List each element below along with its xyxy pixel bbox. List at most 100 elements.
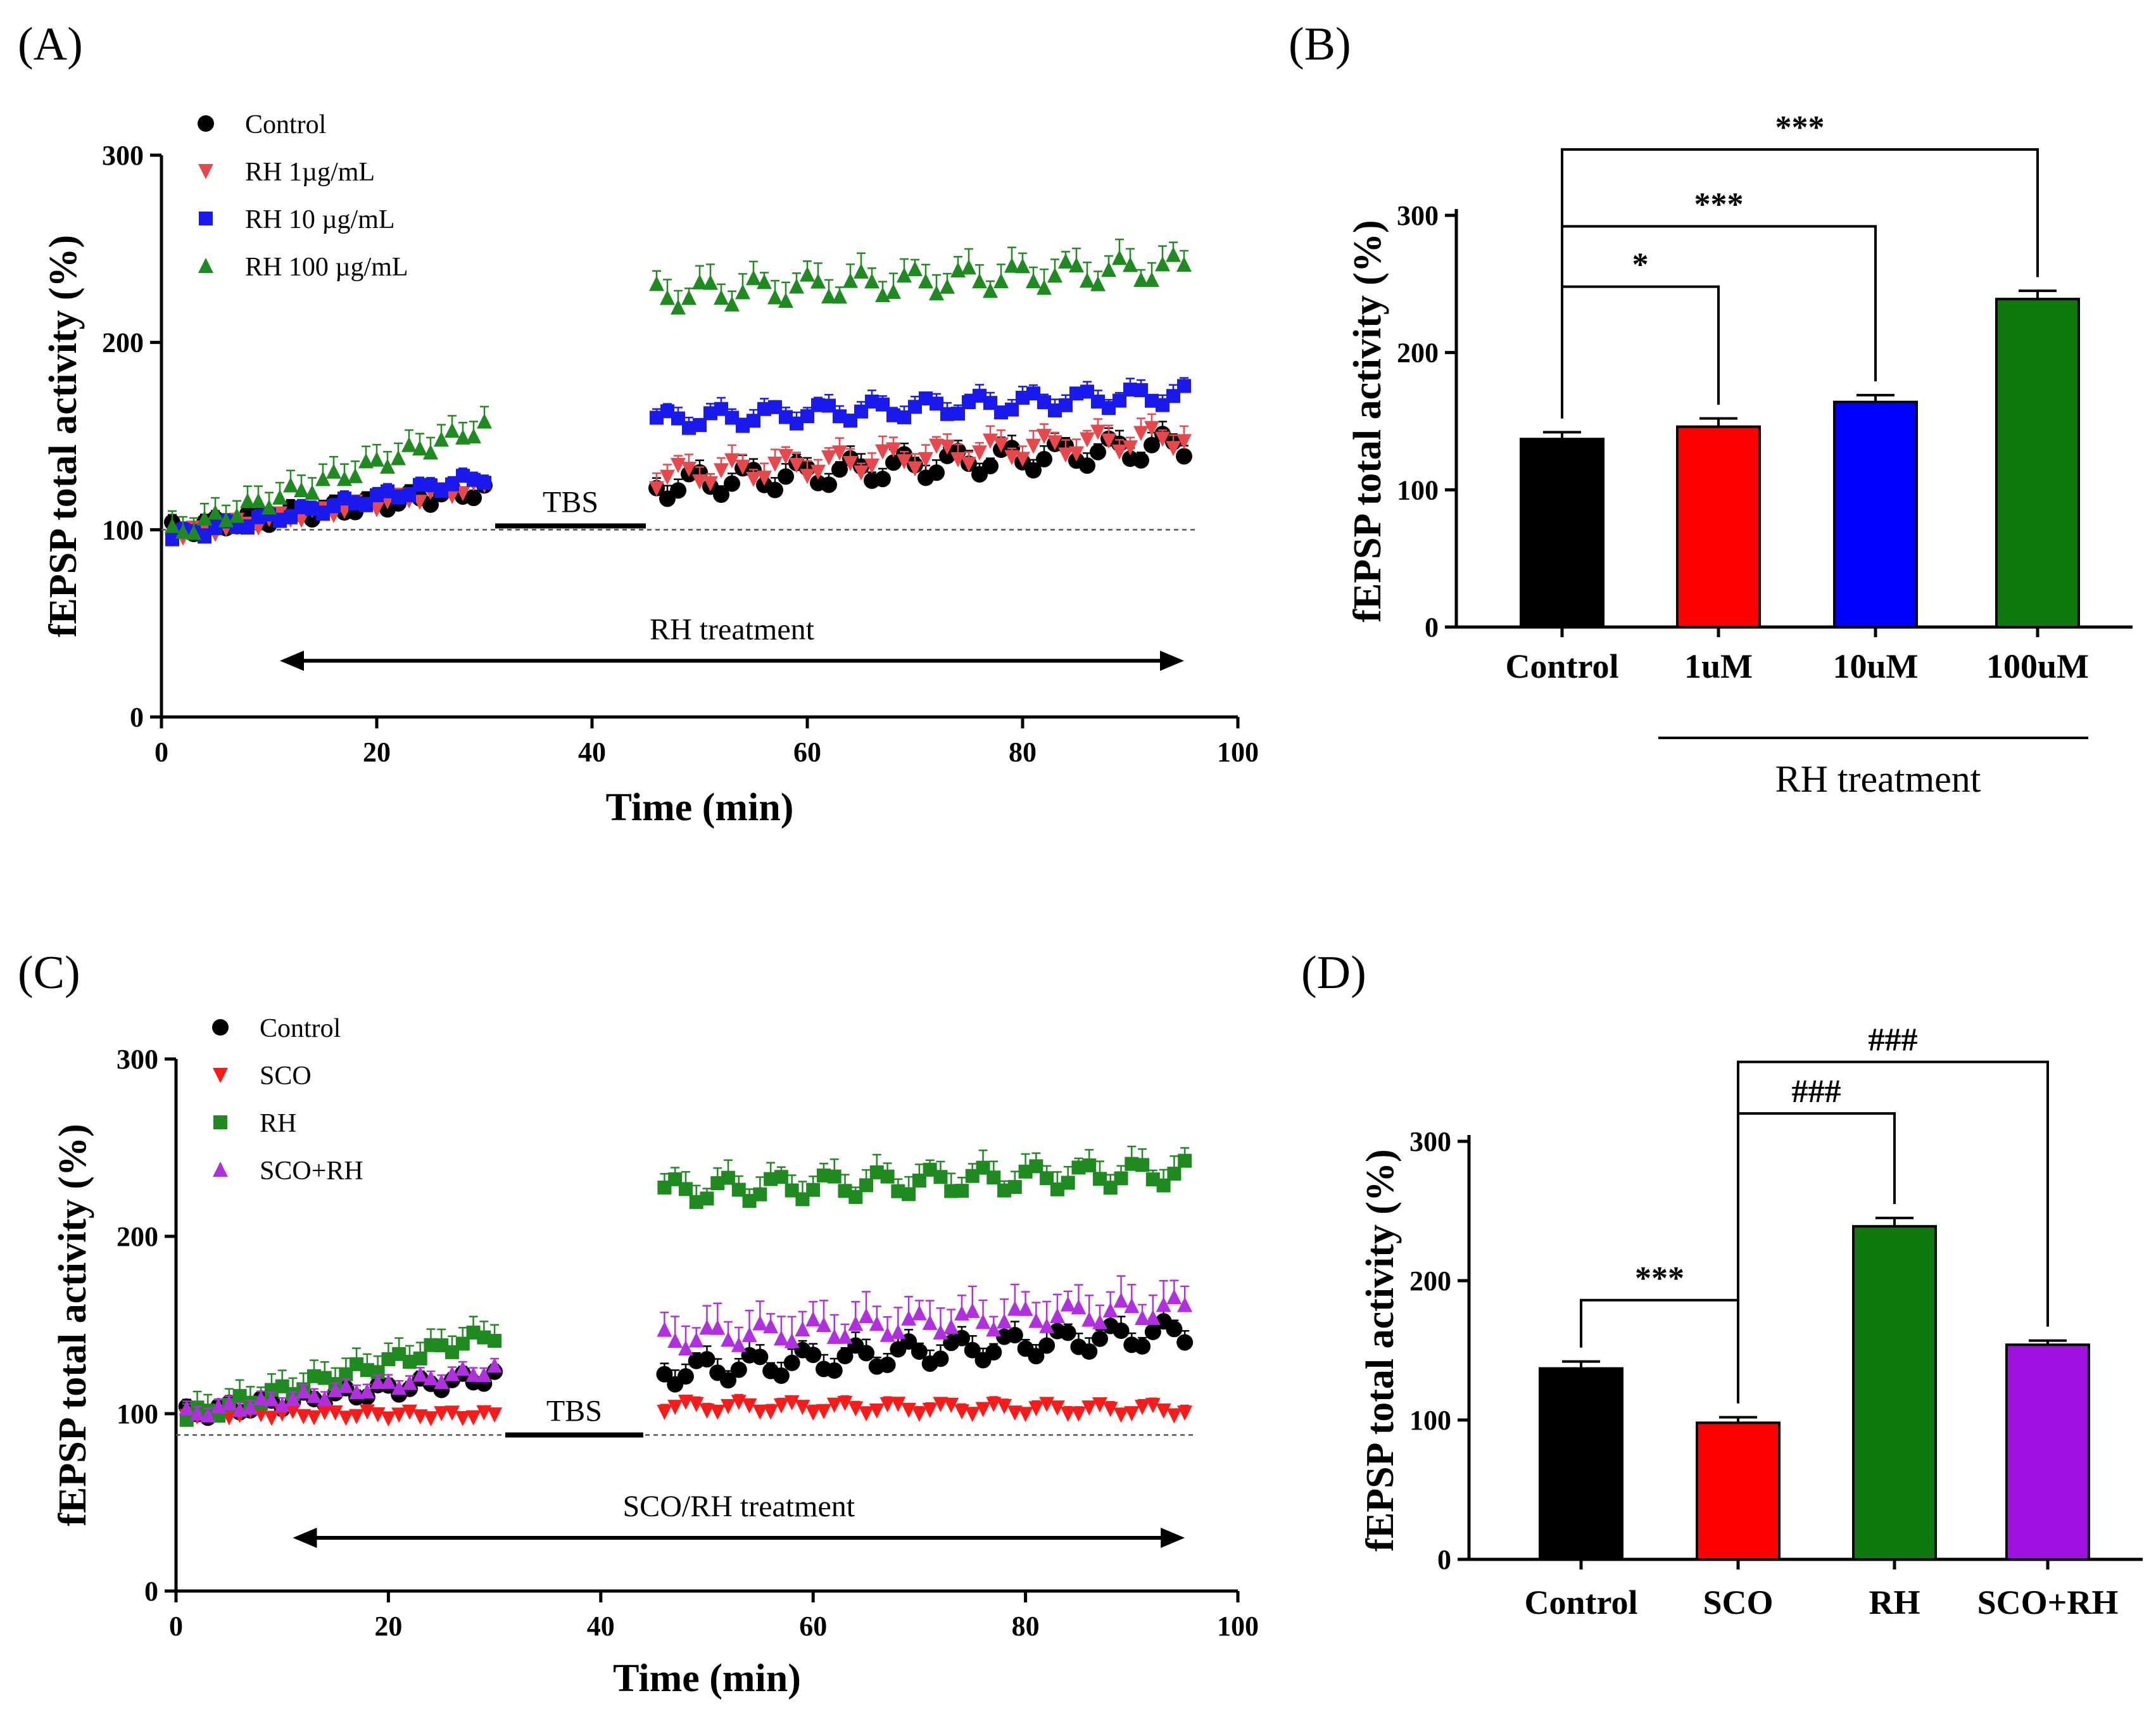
data-point: [381, 484, 394, 498]
data-point: [772, 1367, 790, 1385]
data-point: [477, 476, 491, 490]
data-point: [1114, 1171, 1128, 1186]
data-point: [1015, 258, 1030, 274]
category-label: RH: [1869, 1583, 1920, 1621]
data-point: [688, 1397, 704, 1412]
data-point: [370, 1407, 386, 1423]
data-point: [908, 400, 922, 414]
data-point: [1040, 1171, 1054, 1186]
data-point: [752, 1315, 768, 1331]
data-point: [827, 1169, 842, 1184]
category-label: Control: [1524, 1583, 1637, 1621]
data-point: [285, 1404, 301, 1419]
y-axis-label: fEPSP total activity (%): [1346, 220, 1389, 622]
data-point: [1058, 253, 1073, 269]
panel-b-bar-chart: 0 100 200 300 fEPSP total activity (%) Contro…: [1346, 110, 2133, 800]
data-point: [1004, 257, 1019, 273]
category-label: 100uM: [1986, 647, 2089, 685]
data-point: [826, 1362, 843, 1379]
category-label: SCO+RH: [1977, 1583, 2119, 1621]
data-point: [710, 1176, 725, 1191]
legend-label: RH 100 µg/mL: [245, 253, 408, 282]
data-point: [656, 1366, 673, 1383]
data-point: [650, 410, 664, 425]
data-point: [1007, 1180, 1022, 1195]
data-point: [721, 1398, 736, 1414]
significance-bracket: [1561, 285, 1720, 419]
data-point: [886, 442, 901, 458]
data-point: [710, 1404, 726, 1420]
data-point: [700, 1191, 714, 1206]
data-point: [1145, 1309, 1161, 1325]
data-point: [678, 1182, 693, 1196]
data-point: [359, 1383, 375, 1398]
data-point: [987, 1170, 1001, 1185]
data-point: [1047, 435, 1062, 451]
data-point: [1133, 426, 1149, 441]
data-point: [869, 1165, 884, 1179]
data-point: [943, 1397, 959, 1413]
data-point: [767, 289, 783, 305]
data-point: [360, 1363, 374, 1378]
data-point: [783, 1354, 800, 1371]
data-point: [773, 1330, 789, 1346]
data-point: [1166, 441, 1181, 457]
data-point: [165, 517, 180, 533]
data-point: [821, 476, 837, 493]
data-point: [932, 1350, 949, 1367]
data-point: [476, 1367, 492, 1383]
data-point: [370, 1373, 386, 1389]
tbs-label: TBS: [546, 1395, 602, 1428]
data-point: [1026, 272, 1041, 288]
data-point: [251, 510, 265, 524]
data-point: [208, 504, 223, 520]
data-point: [381, 1411, 396, 1427]
data-point: [1049, 1307, 1065, 1323]
x-tick-label: 100: [1217, 737, 1259, 768]
data-point: [891, 1184, 905, 1198]
y-tick-label: 300: [1409, 1126, 1451, 1157]
data-point: [424, 478, 438, 493]
data-point: [251, 493, 266, 509]
data-point: [805, 1311, 821, 1327]
data-point: [671, 411, 685, 426]
data-point: [1177, 1297, 1193, 1312]
y-tick-label: 100: [102, 514, 144, 545]
data-point: [1060, 1406, 1076, 1422]
data-point: [859, 1308, 874, 1324]
data-point: [1156, 1178, 1171, 1193]
data-point: [1144, 436, 1160, 453]
data-point: [865, 394, 879, 409]
data-point: [876, 397, 890, 412]
bar-1um: [1676, 425, 1761, 629]
data-point: [423, 1370, 439, 1386]
data-point: [1059, 1324, 1076, 1341]
data-point: [961, 457, 976, 472]
data-point: [660, 469, 675, 485]
data-point: [757, 402, 771, 416]
data-point: [922, 1314, 938, 1330]
data-point: [339, 1367, 353, 1381]
data-point: [381, 1352, 396, 1367]
data-point: [1081, 1400, 1097, 1416]
data-point: [714, 289, 729, 305]
data-point: [821, 450, 836, 466]
data-point: [1113, 1407, 1129, 1423]
data-point: [724, 453, 740, 469]
data-point: [848, 1189, 863, 1204]
treatment-arrow-head-left: [293, 1528, 317, 1548]
data-point: [785, 1183, 799, 1198]
data-point: [714, 402, 728, 416]
data-point: [402, 1355, 417, 1369]
data-point: [789, 278, 804, 294]
data-point: [444, 1405, 460, 1421]
data-point: [1134, 1338, 1151, 1355]
legend-marker: [213, 1068, 228, 1083]
data-point: [1135, 1158, 1150, 1172]
y-axis-label: fEPSP total activity (%): [1359, 1149, 1402, 1551]
data-point: [402, 488, 416, 502]
data-point: [879, 1397, 895, 1412]
data-point: [763, 1404, 779, 1420]
legend-marker: [212, 1019, 229, 1036]
